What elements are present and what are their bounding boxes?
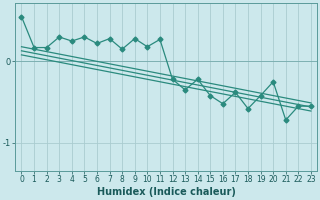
X-axis label: Humidex (Indice chaleur): Humidex (Indice chaleur) xyxy=(97,187,236,197)
